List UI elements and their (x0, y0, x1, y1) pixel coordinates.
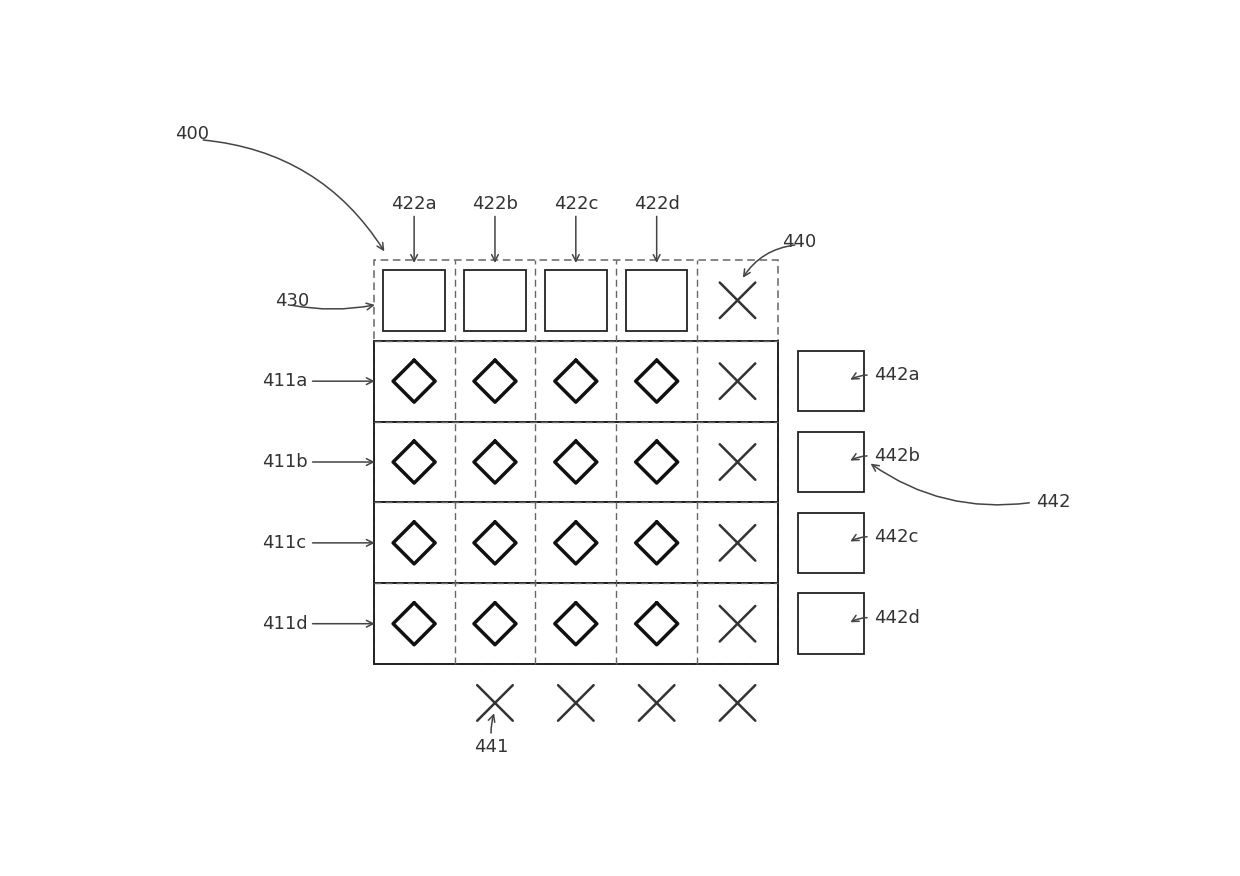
Text: 411c: 411c (262, 533, 306, 552)
Text: 411b: 411b (262, 453, 308, 471)
Text: 440: 440 (782, 233, 816, 251)
Bar (373, 341, 777, 421)
Text: 411d: 411d (262, 615, 308, 632)
Bar (464, 270, 526, 331)
Bar (383, 270, 445, 331)
Text: 442: 442 (1035, 493, 1070, 512)
Bar (799, 593, 864, 654)
Text: 441: 441 (474, 738, 508, 756)
Bar (799, 351, 864, 412)
Text: 422d: 422d (634, 194, 680, 213)
Text: 442a: 442a (874, 366, 919, 384)
Bar (373, 583, 777, 664)
Text: 422b: 422b (472, 194, 518, 213)
Text: 400: 400 (175, 125, 210, 144)
Text: 422c: 422c (553, 194, 598, 213)
Text: 411a: 411a (262, 372, 308, 390)
Text: 430: 430 (275, 292, 310, 310)
Bar (373, 503, 777, 583)
Bar (546, 270, 606, 331)
Bar (799, 432, 864, 492)
Text: 422a: 422a (392, 194, 436, 213)
Bar (373, 421, 777, 503)
Bar (799, 512, 864, 573)
Bar (373, 260, 777, 664)
Text: 442c: 442c (874, 527, 918, 546)
Bar (626, 270, 687, 331)
Text: 442b: 442b (874, 447, 920, 465)
Text: 442d: 442d (874, 609, 920, 626)
